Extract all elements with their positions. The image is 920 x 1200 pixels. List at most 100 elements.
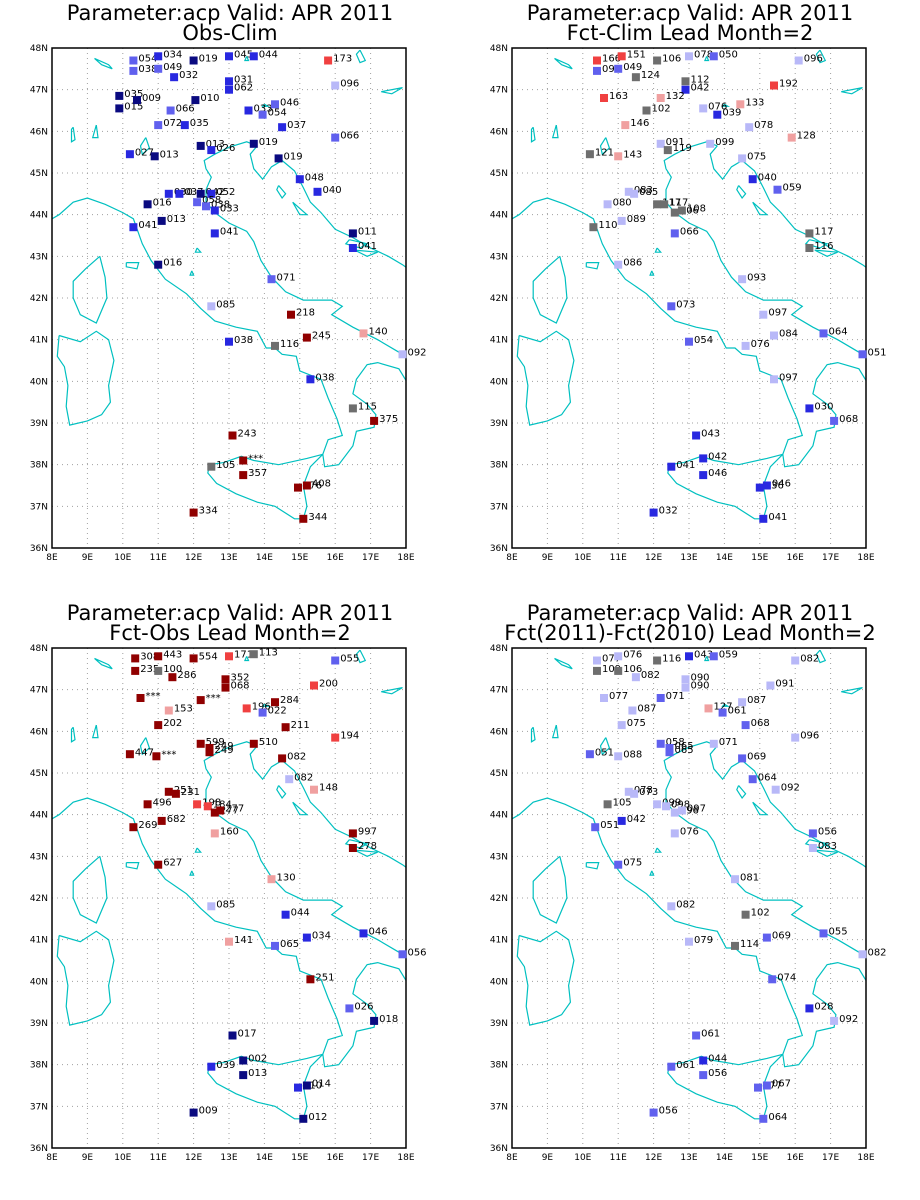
station-marker: *** [152, 749, 176, 760]
station-square [858, 350, 867, 359]
station-value: 443 [163, 649, 182, 660]
station-square [808, 829, 817, 838]
station-marker: 054 [258, 108, 287, 119]
station-value: 132 [666, 91, 685, 102]
station-marker: 071 [656, 691, 685, 702]
station-square [271, 941, 279, 950]
coastline [721, 103, 731, 107]
coastline [841, 87, 863, 95]
lat-tick-label: 38N [30, 461, 48, 471]
station-marker: 097 [770, 372, 798, 384]
station-marker: 066 [670, 226, 699, 237]
station-square [621, 121, 630, 130]
station-marker: 086 [614, 258, 642, 269]
station-square [662, 802, 670, 811]
station-square [310, 785, 318, 794]
station-square [143, 200, 152, 209]
station-square [249, 739, 258, 748]
coastline [70, 726, 76, 743]
station-square [348, 829, 357, 838]
station-value: 082 [867, 947, 886, 958]
station-value: 041 [358, 241, 377, 252]
station-marker: 044 [281, 908, 310, 919]
station-marker: 083 [808, 841, 837, 852]
station-marker: 051 [585, 747, 614, 758]
station-square [267, 875, 276, 884]
lat-tick-label: 36N [30, 1144, 48, 1154]
station-square [166, 106, 175, 115]
station-value: 127 [713, 701, 732, 712]
station-marker: 064 [759, 1112, 787, 1123]
coastline [667, 453, 784, 520]
station-marker: 106 [670, 206, 699, 217]
station-marker: 102 [642, 104, 671, 115]
station-square [736, 100, 745, 109]
coastline [354, 249, 378, 257]
station-value: 076 [623, 649, 642, 660]
lon-tick-label: 9E [542, 1153, 554, 1163]
coastline [194, 247, 203, 253]
station-marker: 277 [216, 804, 244, 815]
station-marker: 076 [741, 339, 770, 350]
station-value: 042 [690, 83, 709, 94]
station-square [699, 454, 708, 463]
station-square [738, 754, 747, 763]
station-value: 018 [379, 1014, 398, 1025]
lat-tick-label: 36N [490, 544, 508, 554]
station-square [593, 56, 601, 65]
lat-tick-label: 43N [490, 252, 508, 262]
station-square [205, 748, 214, 757]
station-square [630, 789, 639, 798]
station-marker: 211 [281, 720, 310, 732]
station-value: 042 [708, 451, 727, 462]
station-value: 040 [758, 172, 777, 183]
station-marker: 027 [125, 147, 154, 158]
station-marker: 064 [819, 326, 848, 337]
station-marker: 106 [614, 664, 642, 675]
station-value: 097 [687, 804, 706, 815]
lat-tick-label: 45N [490, 769, 508, 779]
coastline [261, 703, 271, 707]
station-value: 055 [340, 654, 359, 665]
station-marker: 278 [348, 841, 377, 852]
coastline [752, 201, 769, 216]
station-square [180, 121, 189, 130]
station-value: 033 [220, 204, 239, 215]
station-value: 082 [641, 670, 660, 681]
station-square [398, 950, 407, 959]
station-square [617, 52, 626, 61]
station-square [603, 200, 612, 209]
station-square [630, 189, 639, 198]
coastline [292, 201, 309, 216]
station-marker: 082 [278, 751, 306, 762]
lon-tick-label: 13E [220, 1153, 237, 1163]
coastline [70, 126, 76, 143]
station-square [207, 302, 216, 311]
station-marker: 065 [665, 741, 694, 752]
coastline [721, 703, 731, 707]
station-marker: 002 [239, 1054, 267, 1065]
station-square [709, 52, 718, 61]
station-value: 013 [160, 149, 179, 160]
station-marker: 077 [593, 654, 621, 665]
station-square [653, 56, 662, 65]
station-marker: 056 [649, 1106, 678, 1117]
station-value: 249 [215, 741, 234, 752]
station-value: 044 [259, 49, 278, 60]
station-value: 002 [248, 1054, 267, 1065]
station-value: 108 [687, 204, 706, 215]
station-value: 082 [800, 654, 819, 665]
station-marker: 286 [168, 670, 196, 682]
station-marker: 089 [617, 214, 646, 225]
station-square [624, 787, 633, 796]
station-square [738, 275, 747, 284]
station-square [762, 481, 771, 490]
station-marker: 046 [271, 97, 299, 109]
station-value: 039 [722, 108, 741, 119]
lat-tick-label: 47N [30, 86, 48, 96]
station-square [614, 152, 623, 161]
station-value: 030 [814, 401, 833, 412]
station-marker: 069 [762, 931, 791, 942]
station-marker: 092 [398, 347, 427, 359]
